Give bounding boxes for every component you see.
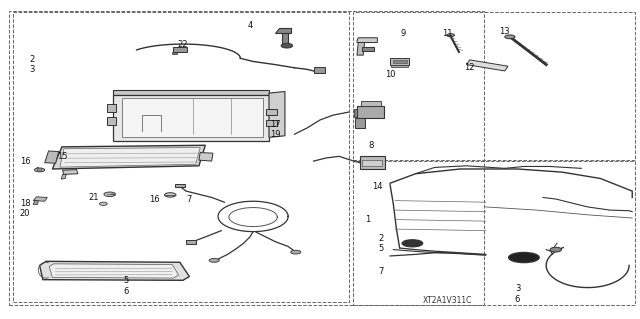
Ellipse shape — [100, 202, 107, 205]
Text: 15: 15 — [57, 152, 67, 161]
Ellipse shape — [447, 33, 454, 37]
Bar — [106, 104, 116, 112]
Ellipse shape — [291, 250, 301, 254]
Bar — [266, 120, 277, 126]
Text: 9: 9 — [400, 28, 406, 38]
Bar — [175, 183, 185, 187]
Text: 21: 21 — [88, 193, 99, 202]
Polygon shape — [467, 60, 508, 71]
Bar — [9, 11, 484, 305]
Bar — [362, 160, 383, 167]
Ellipse shape — [37, 169, 42, 171]
Text: 12: 12 — [465, 63, 475, 72]
Text: 1: 1 — [365, 215, 371, 224]
Bar — [173, 47, 188, 52]
Bar — [106, 117, 116, 125]
Text: 8: 8 — [368, 141, 374, 150]
Polygon shape — [357, 42, 365, 55]
Bar — [362, 47, 374, 51]
Polygon shape — [33, 201, 38, 205]
Text: 7: 7 — [378, 267, 383, 276]
Bar — [393, 60, 406, 63]
Polygon shape — [33, 197, 47, 201]
Polygon shape — [113, 90, 269, 95]
Text: 11: 11 — [442, 28, 452, 38]
Bar — [266, 109, 277, 115]
Text: 4: 4 — [247, 21, 253, 30]
Bar — [172, 52, 177, 54]
Text: 3
6: 3 6 — [515, 284, 520, 304]
Text: 13: 13 — [499, 27, 510, 36]
Polygon shape — [61, 174, 67, 179]
Polygon shape — [354, 109, 357, 117]
Polygon shape — [40, 261, 189, 280]
Ellipse shape — [505, 35, 515, 39]
Text: 22: 22 — [178, 40, 188, 48]
Text: 16: 16 — [20, 157, 30, 166]
Polygon shape — [360, 156, 385, 169]
Polygon shape — [49, 264, 179, 278]
Polygon shape — [63, 170, 78, 174]
Polygon shape — [392, 65, 408, 67]
Text: 2
3: 2 3 — [29, 55, 35, 74]
Text: 14: 14 — [372, 182, 383, 191]
Text: XT2A1V311C: XT2A1V311C — [423, 296, 472, 305]
Bar — [353, 12, 636, 160]
Polygon shape — [357, 38, 378, 42]
Polygon shape — [60, 147, 200, 167]
Text: 7: 7 — [187, 195, 192, 204]
Ellipse shape — [402, 240, 422, 247]
Text: 5
6: 5 6 — [123, 276, 129, 296]
Ellipse shape — [35, 168, 45, 172]
Text: 17
19: 17 19 — [270, 120, 281, 139]
Polygon shape — [269, 92, 285, 137]
Bar — [13, 12, 349, 302]
Ellipse shape — [164, 193, 176, 197]
Text: 10: 10 — [385, 70, 396, 78]
Text: 2
5: 2 5 — [378, 234, 383, 253]
Bar — [390, 58, 409, 65]
Polygon shape — [113, 95, 269, 141]
Polygon shape — [362, 101, 381, 106]
Bar — [353, 161, 636, 305]
Bar — [186, 240, 196, 244]
Ellipse shape — [550, 247, 561, 252]
Polygon shape — [45, 151, 59, 163]
Ellipse shape — [281, 43, 292, 48]
Polygon shape — [355, 118, 365, 128]
Polygon shape — [357, 106, 384, 118]
Polygon shape — [282, 33, 288, 44]
Ellipse shape — [104, 192, 115, 197]
Polygon shape — [199, 152, 213, 161]
Ellipse shape — [509, 252, 540, 263]
Polygon shape — [275, 28, 291, 33]
Text: 16: 16 — [149, 195, 159, 204]
Text: 18
20: 18 20 — [20, 199, 30, 218]
Ellipse shape — [209, 258, 220, 262]
Polygon shape — [122, 98, 262, 137]
Polygon shape — [52, 145, 205, 169]
Bar — [314, 67, 325, 72]
